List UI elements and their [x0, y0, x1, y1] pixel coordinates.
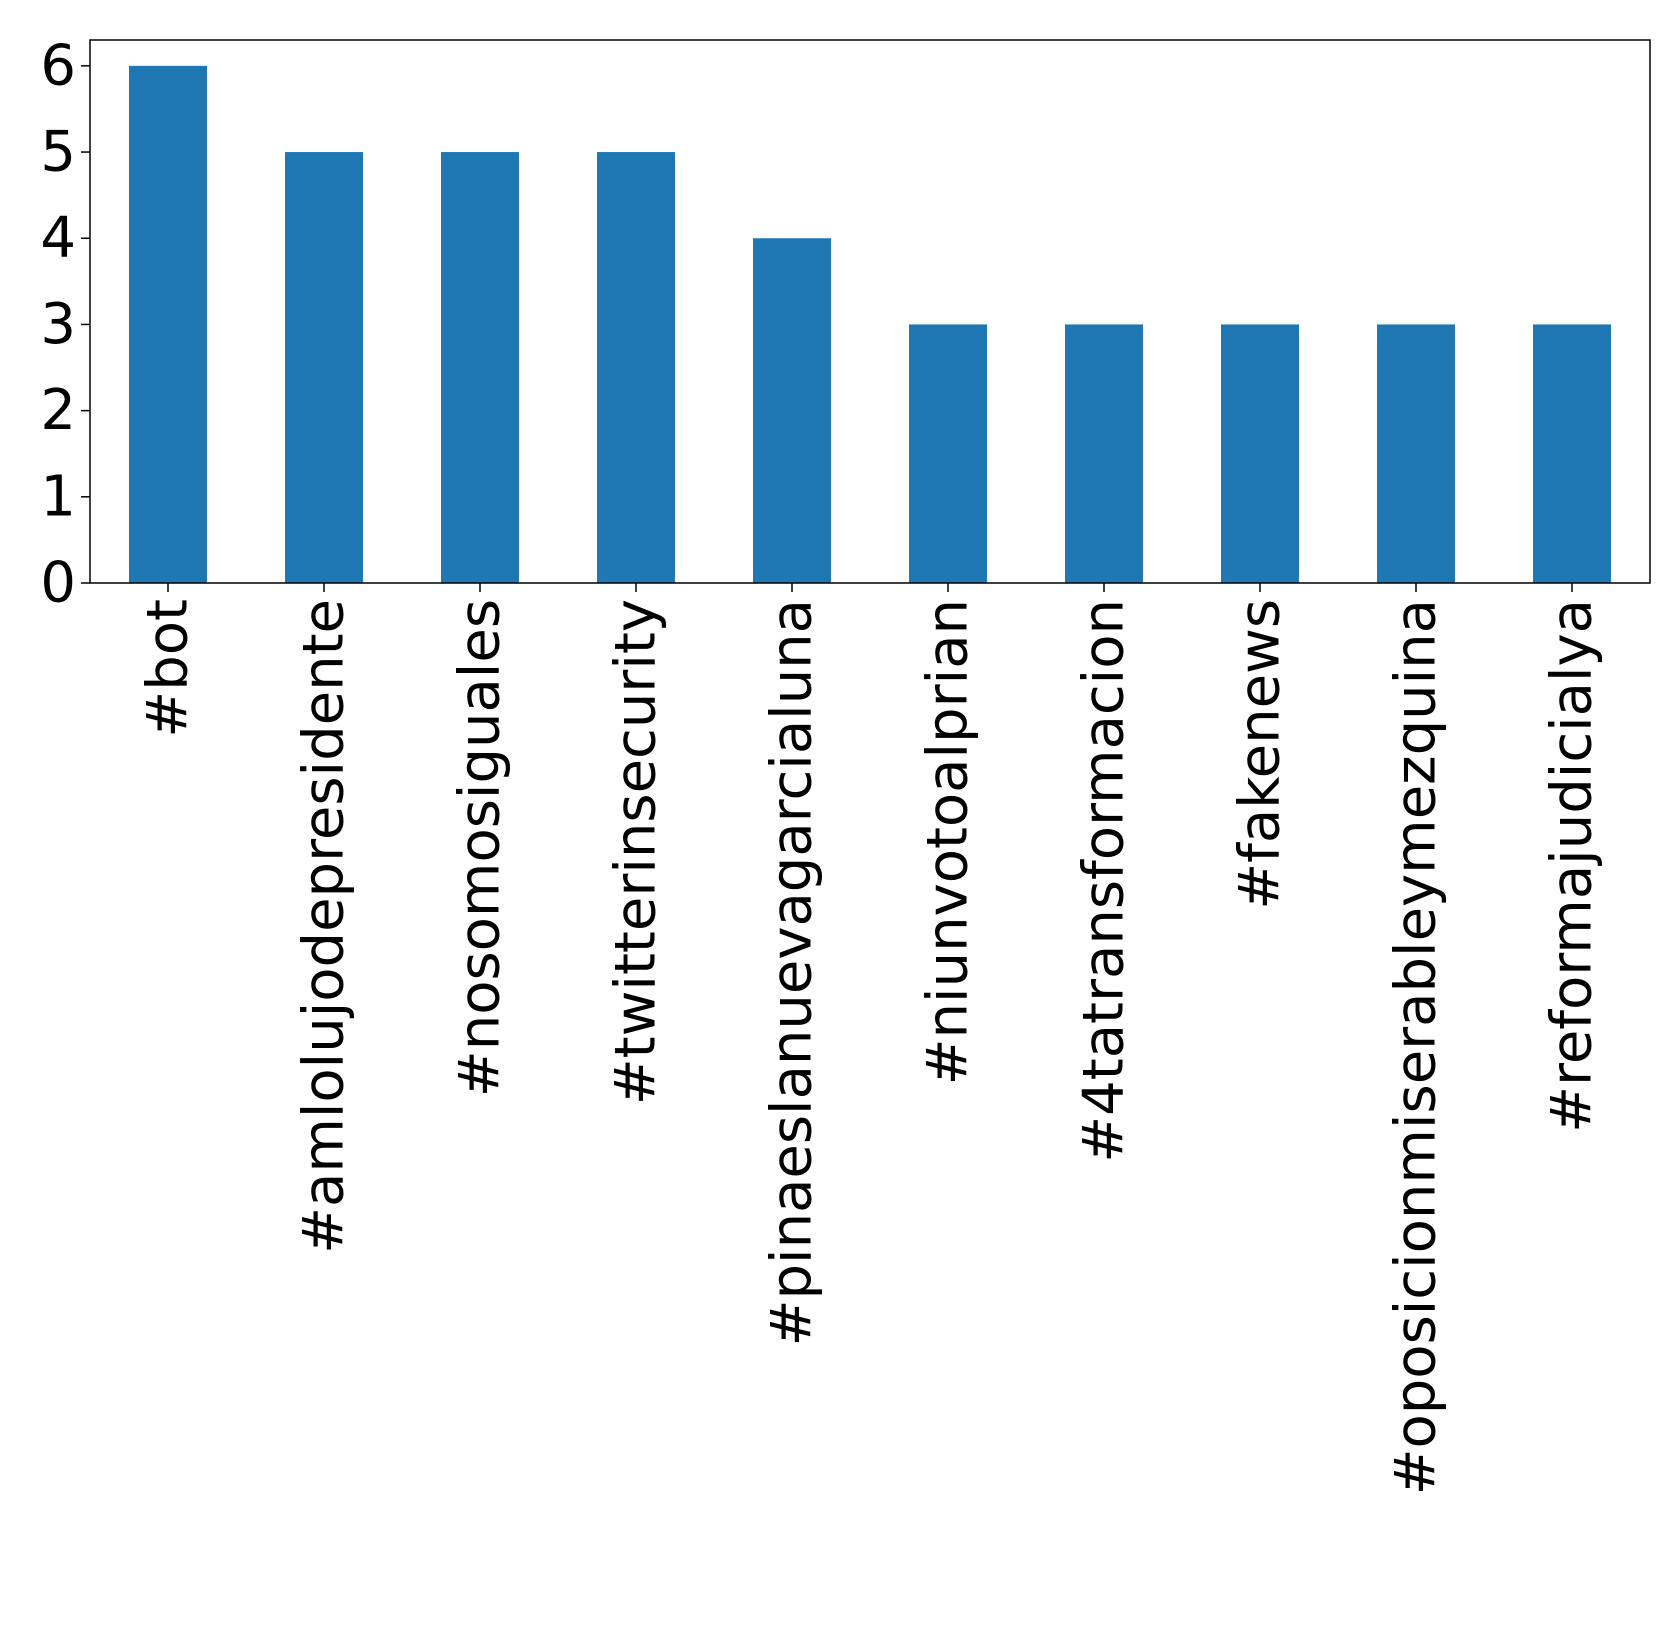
x-tick-label-1: #amlolujodepresidente	[292, 599, 357, 1254]
bar-6	[1065, 324, 1143, 583]
bar-7	[1221, 324, 1299, 583]
plot-area-frame	[89, 39, 1651, 584]
bar-5	[909, 324, 987, 583]
x-tick-label-5: #niunvotoalprian	[916, 599, 981, 1085]
bar-3	[597, 152, 675, 584]
bar-0	[129, 65, 207, 584]
x-tick-label-8: #oposicionmiserableymezquina	[1384, 599, 1449, 1495]
bar-8	[1377, 324, 1455, 583]
y-tick-label-1: 1	[40, 464, 76, 529]
x-tick-label-3: #twitterinsecurity	[604, 599, 669, 1105]
bar-1	[285, 152, 363, 584]
bar-4	[753, 238, 831, 583]
y-tick-label-6: 6	[40, 33, 76, 98]
y-tick-label-5: 5	[40, 120, 76, 185]
y-tick-label-2: 2	[40, 378, 76, 443]
x-tick-label-4: #pinaeslanuevagarcialuna	[760, 599, 825, 1346]
y-axis: 0 1 2 3 4 5 6	[40, 33, 90, 616]
bar-2	[441, 152, 519, 584]
y-tick-label-0: 0	[40, 551, 76, 616]
bars-group	[129, 65, 1611, 584]
x-tick-label-0: #bot	[136, 599, 201, 738]
x-tick-label-2: #nosomosiguales	[448, 599, 513, 1097]
bar-9	[1533, 324, 1611, 583]
x-tick-label-6: #4tatransformacion	[1072, 599, 1137, 1163]
y-tick-label-3: 3	[40, 292, 76, 357]
y-tick-label-4: 4	[40, 206, 76, 271]
x-tick-label-7: #fakenews	[1228, 599, 1293, 910]
x-axis: #bot #amlolujodepresidente #nosomosiguales…	[136, 583, 1605, 1495]
x-tick-label-9: #reformajudicialya	[1540, 599, 1605, 1133]
